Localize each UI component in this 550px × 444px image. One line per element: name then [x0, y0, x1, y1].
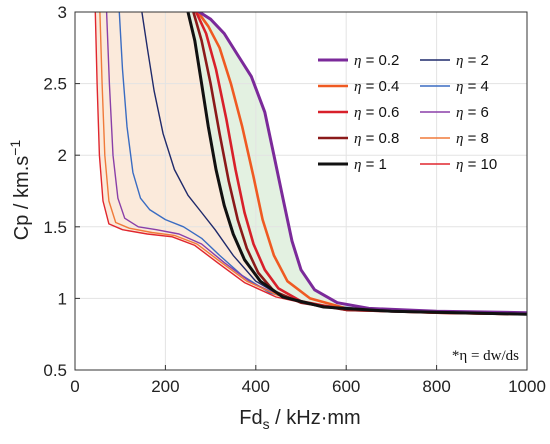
legend-label: η = 8: [456, 130, 489, 147]
y-tick-label: 2.5: [43, 75, 67, 94]
x-axis-label-rest: / kHz·mm: [270, 407, 361, 429]
legend: η = 0.2 η = 0.4 η = 0.6 η = 0.8 η = 1 η = 2 η …: [318, 52, 497, 173]
series-lines: [94, 12, 527, 316]
x-tick-label: 800: [422, 377, 450, 396]
series-line: [197, 12, 527, 315]
axis-ticks: 0 200 400 600 800 1000 0.5 1 1.5 2 2.5 3: [43, 3, 546, 396]
shaded-region: [188, 12, 527, 315]
y-axis-label: Cp / km.s−1: [7, 140, 33, 241]
plot-frame: [74, 11, 528, 371]
legend-label: η = 2: [456, 52, 489, 69]
x-axis-label-main: Fd: [239, 407, 262, 429]
x-tick-label: 1000: [508, 377, 546, 396]
shaded-region: [95, 12, 527, 315]
y-tick-label: 0.5: [43, 361, 67, 380]
y-tick-label: 1: [58, 289, 67, 308]
series-line: [186, 12, 527, 316]
legend-label: η = 0.6: [354, 104, 399, 121]
legend-label: η = 4: [456, 78, 489, 95]
legend-label: η = 0.4: [354, 78, 399, 95]
y-axis-label-sup: −1: [7, 140, 23, 156]
y-axis-label-main: Cp / km.s: [11, 156, 33, 240]
x-tick-label: 400: [242, 377, 270, 396]
shaded-regions: [95, 12, 527, 315]
legend-label: η = 6: [456, 104, 489, 121]
legend-label: η = 1: [354, 156, 387, 173]
x-axis-label-sub: s: [263, 416, 270, 432]
annotation: *η = dw/ds: [452, 348, 519, 364]
legend-label: η = 10: [456, 156, 497, 173]
x-tick-label: 200: [151, 377, 179, 396]
x-tick-label: 0: [70, 377, 79, 396]
y-tick-label: 3: [58, 3, 67, 22]
legend-label: η = 0.8: [354, 130, 399, 147]
x-tick-label: 600: [332, 377, 360, 396]
legend-label: η = 0.2: [354, 52, 399, 69]
x-axis-label: Fds / kHz·mm: [239, 407, 360, 432]
y-tick-label: 2: [58, 146, 67, 165]
y-tick-label: 1.5: [43, 218, 67, 237]
